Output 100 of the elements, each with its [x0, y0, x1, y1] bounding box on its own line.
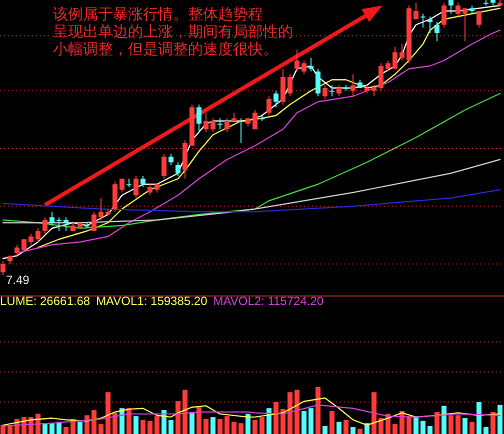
bar	[358, 428, 362, 434]
candlestick	[302, 60, 306, 75]
bar	[210, 417, 216, 434]
candlestick	[400, 44, 404, 61]
bar	[238, 423, 244, 434]
bar	[434, 412, 440, 434]
bar	[218, 418, 222, 434]
bar	[476, 402, 482, 434]
candlestick	[350, 74, 356, 97]
bar	[246, 414, 250, 434]
candlestick	[288, 74, 292, 97]
candlestick	[378, 62, 384, 92]
candlestick	[14, 244, 20, 256]
text: MAVOL2: 115724.20	[213, 294, 324, 308]
bar	[190, 412, 194, 434]
bar	[148, 420, 152, 434]
annotation: 呈现出单边的上涨，期间有局部性的	[53, 24, 293, 40]
candlestick	[140, 176, 146, 188]
annotation: 7.49	[6, 273, 30, 287]
candlestick	[414, 2, 418, 20]
bar	[64, 426, 68, 434]
bar	[498, 404, 502, 434]
candlestick	[148, 184, 152, 196]
bar	[378, 418, 384, 434]
bar	[316, 387, 320, 434]
candlestick	[28, 233, 34, 246]
bar	[336, 422, 342, 434]
bar	[462, 418, 468, 434]
bar	[92, 410, 96, 434]
bar	[84, 415, 90, 434]
bar	[176, 401, 180, 434]
bar	[196, 407, 202, 434]
candlestick	[168, 154, 174, 166]
bar	[322, 426, 328, 434]
bar	[448, 415, 454, 434]
bar	[140, 420, 146, 434]
bar	[406, 416, 412, 434]
bar	[98, 424, 104, 434]
bar	[266, 408, 272, 434]
candlestick	[64, 216, 68, 232]
candlestick	[386, 60, 390, 72]
candlestick	[336, 84, 342, 97]
candlestick	[224, 118, 230, 132]
annotation: 该例属于暴涨行情。整体趋势程	[53, 6, 263, 23]
bar	[392, 424, 398, 434]
bar	[372, 392, 376, 434]
candlestick	[372, 84, 376, 97]
bar	[134, 416, 138, 434]
bar	[294, 390, 300, 434]
candlestick	[56, 216, 62, 232]
candlestick	[36, 228, 40, 242]
candlestick	[252, 110, 258, 130]
bar	[204, 418, 208, 434]
bar	[350, 426, 356, 434]
candlestick	[316, 68, 320, 97]
bar	[344, 420, 348, 434]
annotation: 小幅调整，但是调整的速度很快。	[53, 41, 278, 58]
bar	[330, 410, 334, 434]
bar	[484, 426, 488, 434]
bar	[112, 412, 118, 434]
candlestick	[92, 211, 96, 232]
text: MAVOL1: 159385.20	[96, 294, 208, 308]
bar	[182, 390, 188, 434]
candlestick	[448, 0, 454, 14]
bar	[414, 416, 418, 434]
candlestick	[210, 118, 216, 132]
candlestick	[50, 211, 54, 226]
bar	[456, 415, 460, 434]
bar	[260, 417, 264, 434]
bar	[224, 416, 230, 434]
candlestick	[462, 8, 468, 42]
candlestick	[238, 118, 244, 144]
candlestick	[428, 16, 432, 34]
candlestick	[120, 178, 124, 193]
bar	[428, 426, 432, 434]
bar	[162, 410, 166, 434]
candlestick	[176, 162, 180, 176]
candlestick	[434, 22, 440, 42]
bar	[232, 422, 236, 434]
text: LUME: 26661.68	[0, 294, 90, 308]
candlestick	[266, 96, 272, 116]
candlestick	[204, 112, 208, 132]
bar	[50, 423, 54, 434]
bar	[274, 402, 278, 434]
candlestick	[456, 2, 460, 17]
bar	[154, 416, 160, 434]
bar	[252, 420, 258, 434]
bar	[288, 392, 292, 434]
candlestick	[308, 57, 314, 72]
bar	[120, 408, 124, 434]
bar	[168, 420, 174, 434]
candlestick	[274, 90, 278, 108]
bar	[302, 410, 306, 434]
bar	[420, 420, 426, 434]
bar	[106, 392, 110, 434]
candlestick	[196, 104, 202, 132]
bar	[470, 422, 474, 434]
candlestick	[42, 216, 48, 234]
bar	[0, 425, 6, 434]
candlestick	[218, 118, 222, 130]
